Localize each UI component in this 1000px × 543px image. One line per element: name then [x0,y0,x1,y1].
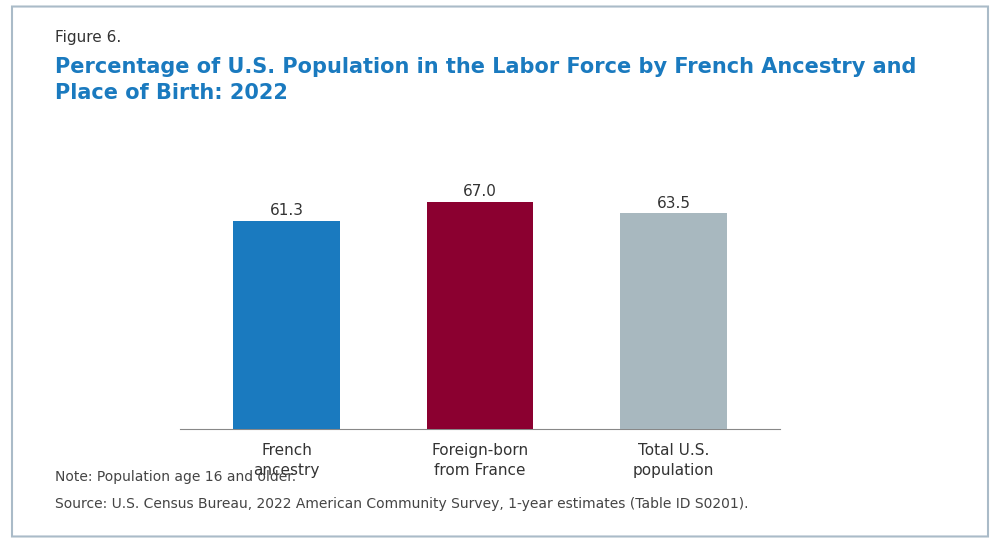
Bar [620,213,727,429]
Text: 67.0: 67.0 [463,184,497,199]
Text: Figure 6.: Figure 6. [55,30,121,45]
Text: Source: U.S. Census Bureau, 2022 American Community Survey, 1-year estimates (Ta: Source: U.S. Census Bureau, 2022 America… [55,497,748,511]
Text: Note: Population age 16 and older.: Note: Population age 16 and older. [55,470,296,484]
Bar [427,201,533,429]
Text: 61.3: 61.3 [269,203,303,218]
Text: 63.5: 63.5 [657,196,691,211]
Bar [233,221,340,429]
Text: Percentage of U.S. Population in the Labor Force by French Ancestry and
Place of: Percentage of U.S. Population in the Lab… [55,57,916,103]
